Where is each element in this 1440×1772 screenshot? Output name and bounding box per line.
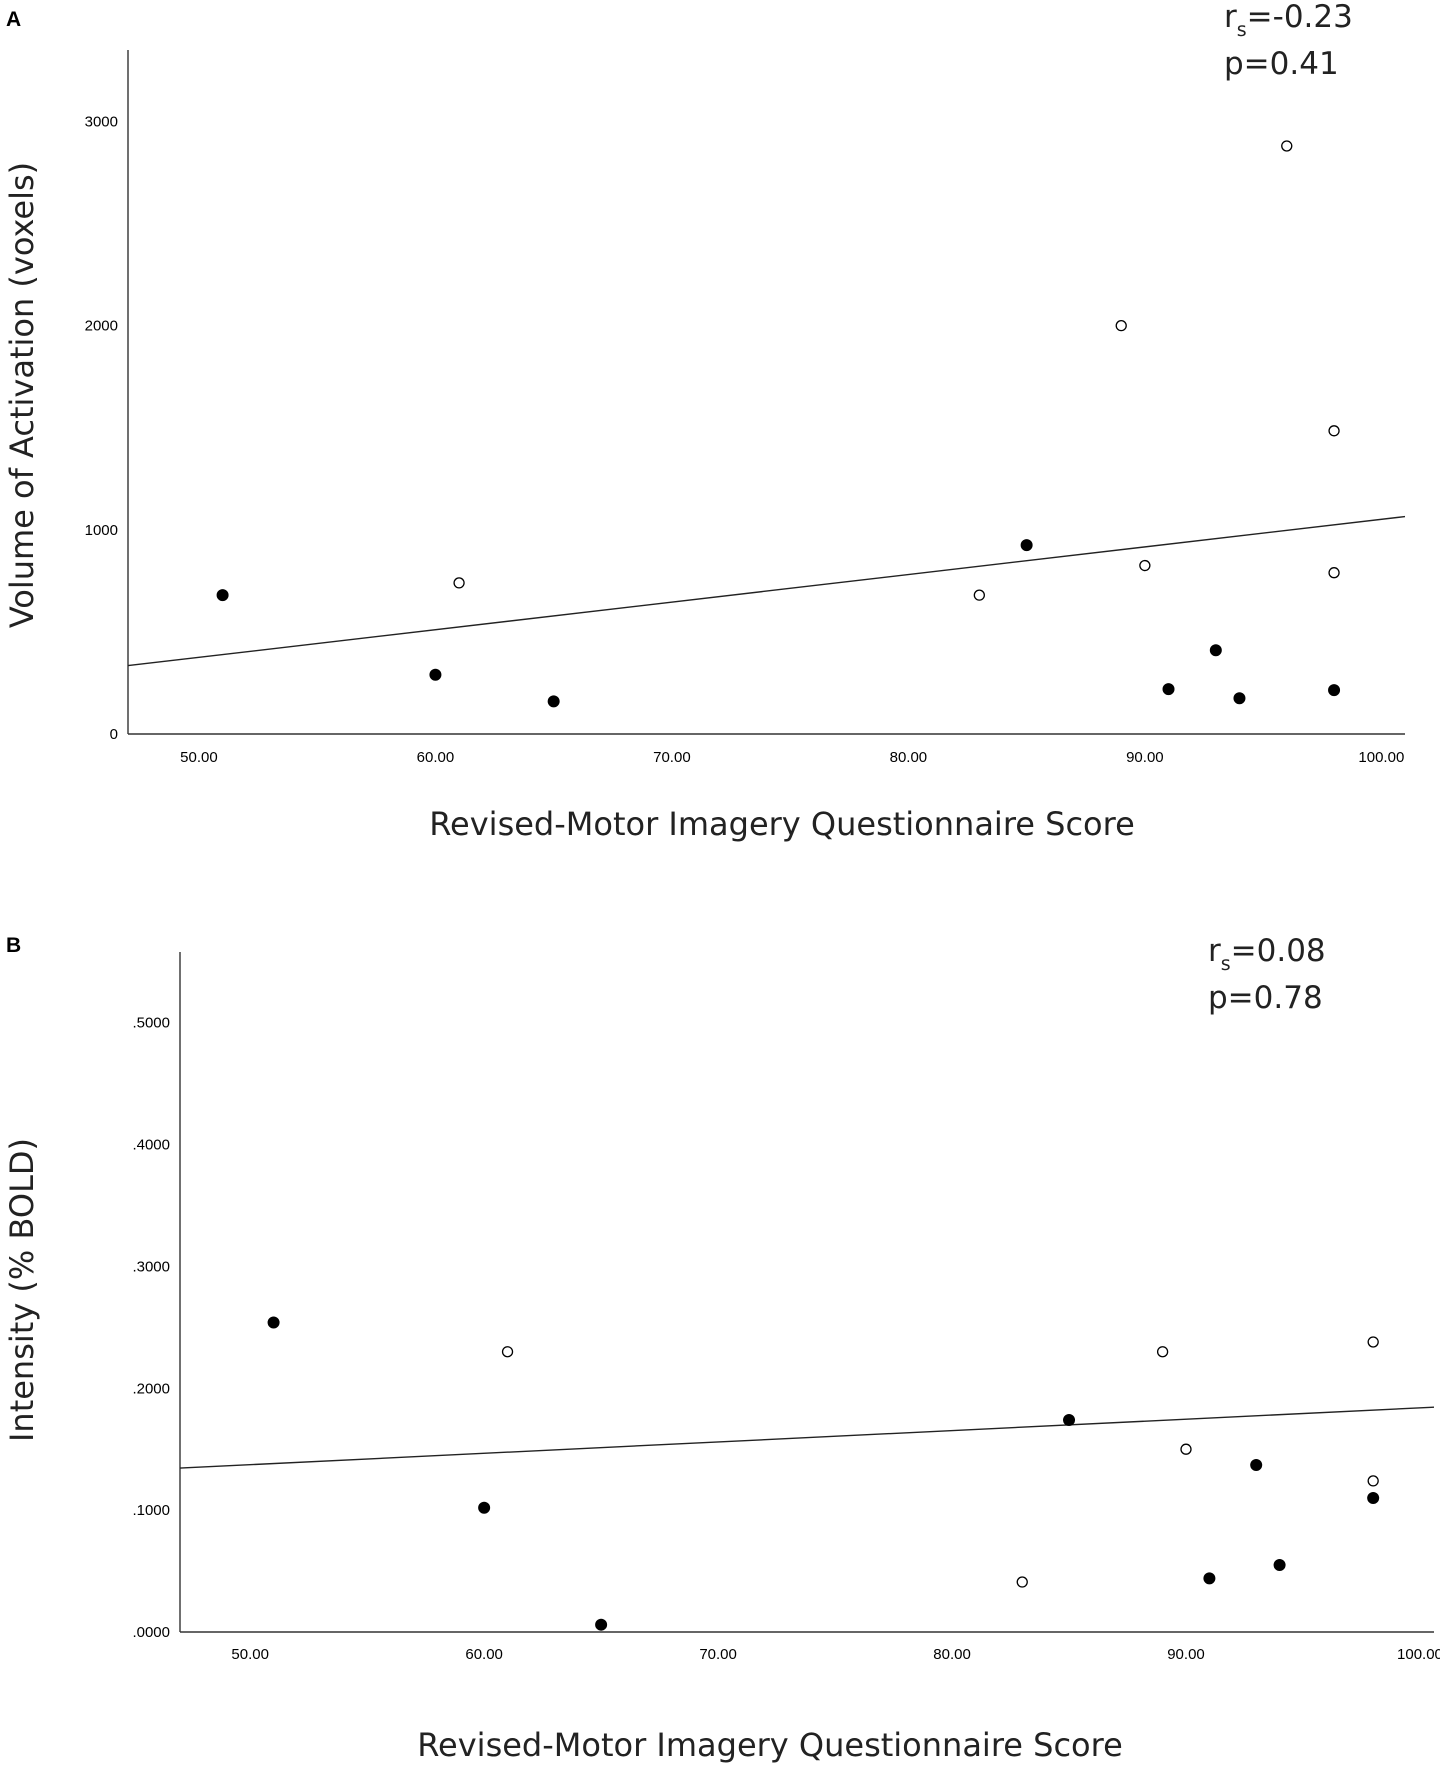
panel-b-r-prefix: r — [1208, 933, 1221, 969]
panel-b-p-value: p=0.78 — [1208, 980, 1323, 1016]
panel-b-y-tick-labels: .0000 .1000 .2000 .3000 .4000 .5000 — [132, 1015, 170, 1641]
panel-b-x-tick-label: 100.00 — [1397, 1646, 1440, 1663]
panel-b-open-point — [1016, 1576, 1028, 1588]
panel-a-x-axis-title: Revised-Motor Imagery Questionnaire Scor… — [429, 805, 1135, 843]
panel-a-open-point — [973, 589, 985, 601]
panel-a-letter: A — [6, 8, 21, 31]
panel-b-x-tick-label: 50.00 — [231, 1646, 269, 1663]
panel-a-open-point — [1328, 425, 1340, 437]
panel-b-spearman-r: rs=0.08 — [1208, 933, 1326, 975]
panel-a-open-point — [453, 577, 465, 589]
panel-a-y-tick-label: 3000 — [85, 113, 118, 130]
panel-b-open-point — [1180, 1443, 1192, 1455]
panel-a-y-tick-label: 0 — [110, 726, 118, 743]
panel-a: A 50.00 60.00 70.00 80.00 90.00 100.00 0 1000 2… — [3, 0, 1406, 843]
panel-a-x-tick-label: 90.00 — [1126, 749, 1164, 766]
panel-b-filled-point — [1203, 1572, 1216, 1585]
panel-b-filled-point — [1250, 1459, 1263, 1472]
panel-b-y-tick-label: .5000 — [132, 1015, 170, 1032]
panel-a-filled-point — [1162, 683, 1175, 696]
panel-b-x-tick-label: 90.00 — [1167, 1646, 1205, 1663]
panel-a-open-point — [1139, 559, 1151, 572]
panel-b-filled-point — [1367, 1491, 1380, 1504]
panel-b-y-tick-label: .2000 — [132, 1380, 170, 1397]
panel-b-x-tick-label: 70.00 — [699, 1646, 737, 1663]
panel-b-filled-point — [595, 1618, 608, 1631]
panel-b-r-subscript: s — [1221, 953, 1231, 975]
panel-a-y-tick-label: 1000 — [85, 522, 118, 539]
panel-a-x-tick-label: 70.00 — [653, 749, 691, 766]
panel-a-filled-point — [216, 589, 229, 602]
panel-a-open-point — [1115, 319, 1127, 332]
panel-a-filled-point — [1233, 692, 1246, 705]
panel-b-filled-point — [478, 1501, 491, 1514]
panel-b-open-point — [1367, 1336, 1379, 1348]
panel-a-filled-point — [429, 668, 442, 681]
panel-a-y-tick-label: 2000 — [85, 318, 118, 335]
panel-b-y-tick-label: .1000 — [132, 1502, 170, 1519]
panel-a-points — [216, 140, 1341, 708]
panel-b-x-axis-title: Revised-Motor Imagery Questionnaire Scor… — [417, 1726, 1123, 1764]
panel-b-y-axis-title: Intensity (% BOLD) — [3, 1138, 41, 1442]
panel-a-filled-point — [1209, 644, 1222, 657]
panel-a-spearman-r: rs=-0.23 — [1224, 0, 1353, 41]
panel-a-fit-line — [127, 515, 1406, 667]
panel-b-open-point — [1367, 1475, 1379, 1487]
panel-a-x-tick-label: 60.00 — [417, 749, 455, 766]
panel-a-y-tick-labels: 0 1000 2000 3000 — [85, 113, 118, 743]
panel-a-r-prefix: r — [1224, 0, 1237, 35]
panel-b-filled-point — [1273, 1558, 1286, 1571]
panel-b-x-tick-labels: 50.00 60.00 70.00 80.00 90.00 100.00 — [231, 1646, 1440, 1663]
panel-b-filled-point — [1063, 1413, 1076, 1426]
panel-a-x-tick-label: 80.00 — [890, 749, 928, 766]
panel-b-filled-point — [267, 1316, 280, 1329]
panel-b-open-point — [1156, 1346, 1169, 1358]
panel-a-r-subscript: s — [1237, 19, 1247, 41]
panel-b-r-value: =0.08 — [1231, 933, 1326, 969]
panel-b-letter: B — [6, 934, 21, 957]
panel-a-p-value: p=0.41 — [1224, 46, 1339, 82]
panel-b-y-tick-label: .0000 — [132, 1624, 170, 1641]
panel-a-filled-point — [547, 695, 560, 708]
panel-a-x-tick-label: 50.00 — [180, 749, 218, 766]
panel-b-y-tick-label: .3000 — [132, 1258, 170, 1275]
panel-b-open-point — [501, 1346, 514, 1358]
panel-a-open-point — [1328, 567, 1340, 579]
panel-a-x-tick-label: 100.00 — [1358, 749, 1404, 766]
panel-a-filled-point — [1020, 539, 1033, 552]
panel-a-r-value: =-0.23 — [1247, 0, 1353, 35]
panel-b-fit-line — [179, 1406, 1435, 1469]
panel-b: B 50.00 60.00 70.00 80.00 90.00 100.00 .0000.… — [3, 933, 1440, 1764]
panel-a-x-tick-labels: 50.00 60.00 70.00 80.00 90.00 100.00 — [180, 749, 1404, 766]
panel-b-x-tick-label: 80.00 — [933, 1646, 971, 1663]
panel-a-filled-point — [1328, 684, 1341, 697]
panel-b-y-tick-label: .4000 — [132, 1137, 170, 1154]
panel-b-x-tick-label: 60.00 — [465, 1646, 503, 1663]
panel-b-points — [267, 1316, 1380, 1631]
panel-a-open-point — [1281, 140, 1293, 152]
panel-a-y-axis-title: Volume of Activation (voxels) — [3, 162, 41, 628]
